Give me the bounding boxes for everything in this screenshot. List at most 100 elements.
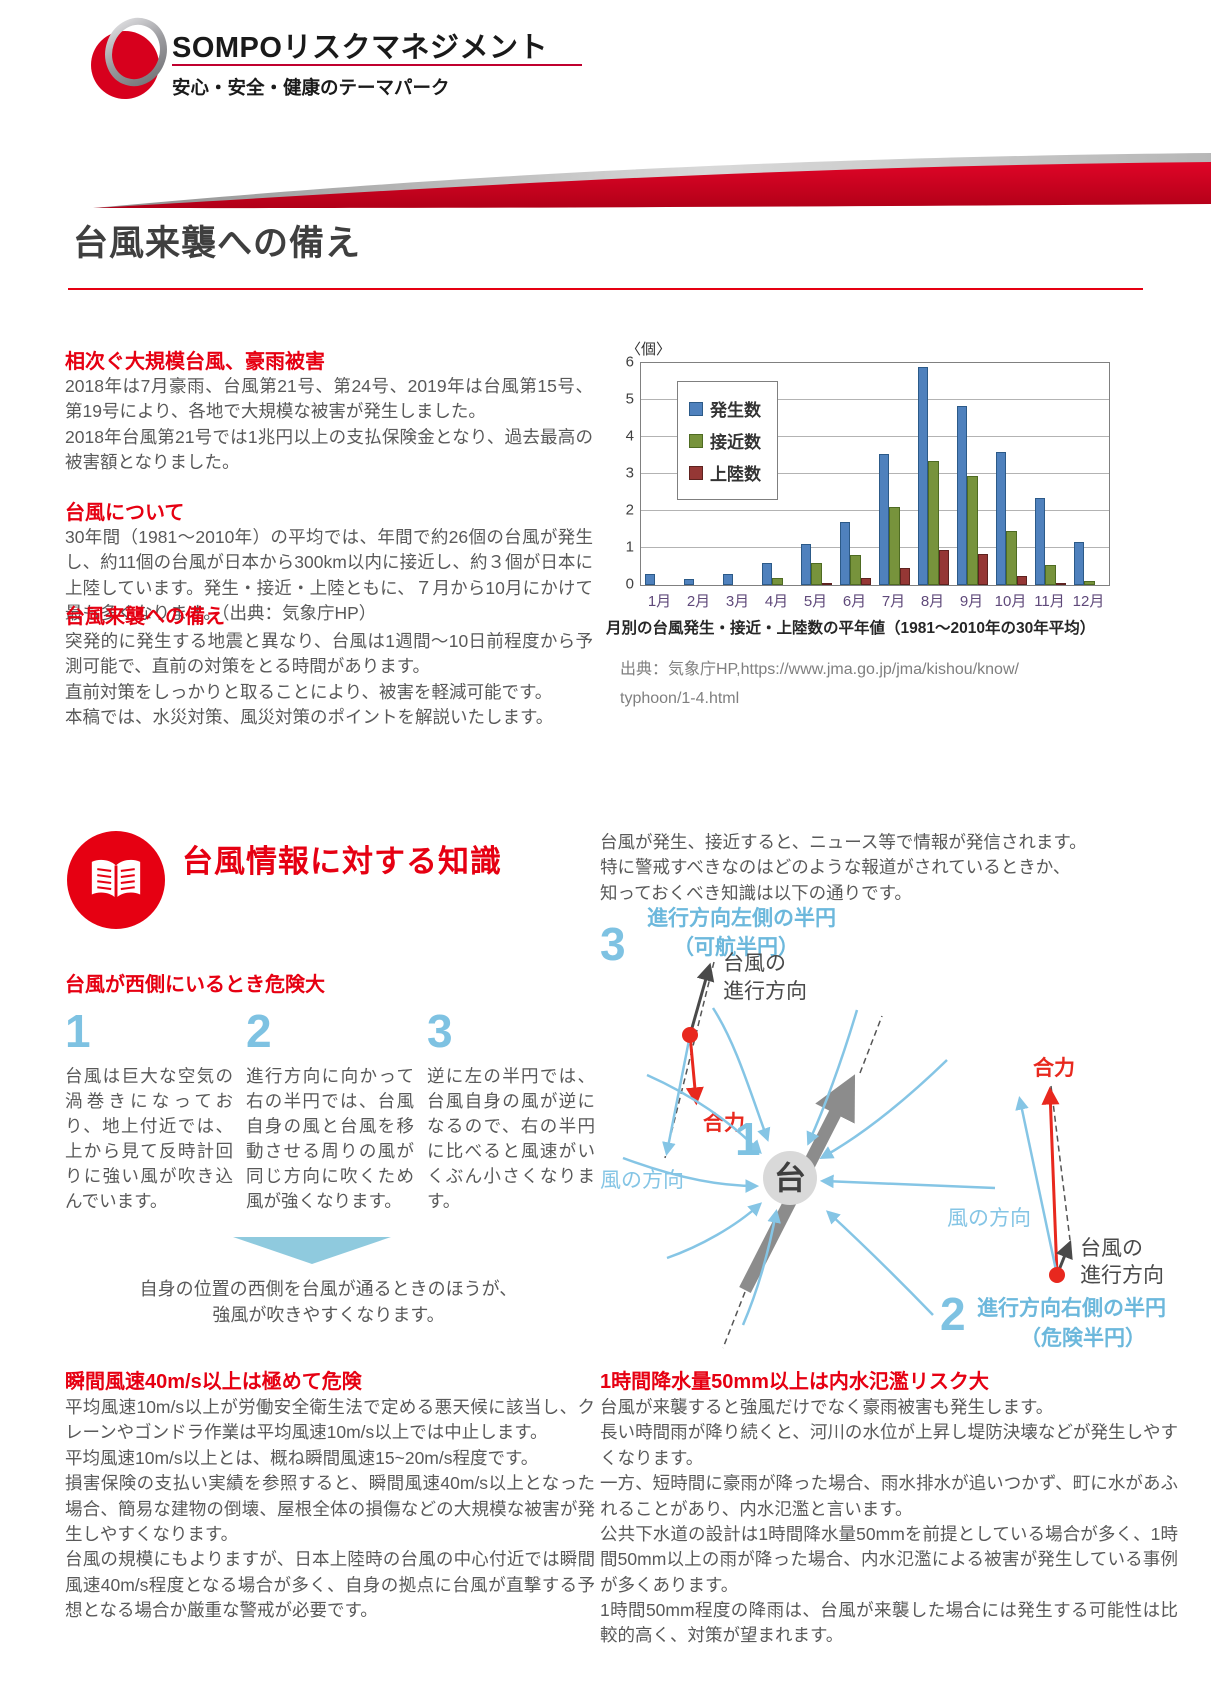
diagram-number-2: 2	[940, 1288, 966, 1340]
west-steps: 1 台風は巨大な空気の渦巻きになっており、地上付近では、上から見て反時計回りに強い…	[65, 1008, 595, 1214]
right-wind-arrow	[1015, 1095, 1059, 1276]
right-resultant-label: 合力	[1033, 1056, 1075, 1080]
bar-上陸数-10月	[1016, 575, 1028, 585]
left-typhoon-direction-arrow	[688, 962, 715, 1036]
track-dashed-bottom	[722, 1291, 746, 1349]
chart-legend: 発生数 接近数 上陸数	[677, 381, 778, 500]
swoosh-band	[93, 153, 1211, 209]
chart-unit-label: 〈個〉	[626, 341, 672, 358]
y-tick-label: 5	[625, 390, 634, 408]
left-direction-label-2: 進行方向	[723, 980, 807, 1003]
legend-item-発生数: 発生数	[689, 396, 761, 421]
step-text: 進行方向に向かって右の半円では、台風自身の風と台風を移動させる周りの風が同じ方向…	[246, 1066, 414, 1212]
rain-section-body: 台風が来襲すると強風だけでなく豪雨被害も発生します。 長い時間雨が降り続くと、河…	[600, 1397, 1178, 1646]
bar-発生数-2月	[683, 579, 695, 585]
bar-接近数-9月	[967, 475, 978, 585]
x-tick-label: 12月	[1072, 593, 1105, 610]
knowledge-intro: 台風が発生、接近すると、ニュース等で情報が発信されます。 特に警戒すべきなのはど…	[600, 832, 1087, 903]
x-tick-label: 2月	[686, 593, 711, 610]
open-book-icon	[91, 859, 141, 899]
right-position-dot	[1049, 1267, 1065, 1283]
bar-発生数-6月	[839, 522, 851, 585]
left-vector-group: 台風の 進行方向 合力 風の方向	[600, 952, 807, 1192]
left-resultant-arrow	[685, 1034, 704, 1106]
left-wind-arrow	[662, 1034, 692, 1157]
right-direction-label-1: 台風の	[1080, 1237, 1143, 1260]
legend-item-接近数: 接近数	[689, 428, 761, 453]
legend-label: 接近数	[710, 433, 761, 452]
bar-発生数-9月	[956, 405, 968, 585]
gridline	[641, 399, 1109, 400]
legend-swatch	[689, 401, 703, 416]
step-text: 台風は巨大な空気の渦巻きになっており、地上付近では、上から見て反時計回りに強い風…	[65, 1066, 233, 1212]
west-heading: 台風が西側にいるとき危険大	[65, 974, 325, 996]
wind-section-heading: 瞬間風速40m/s以上は極めて危険	[65, 1371, 362, 1393]
knowledge-heading: 台風情報に対する知識	[182, 844, 502, 879]
down-arrow-icon	[233, 1237, 391, 1264]
title-rule	[68, 288, 1143, 290]
left-half-title: 進行方向左側の半円	[647, 906, 836, 930]
legend-item-上陸数: 上陸数	[689, 460, 761, 485]
right-vector-group: 合力 風の方向 台風の 進行方向	[947, 1056, 1164, 1287]
bar-発生数-5月	[800, 544, 812, 585]
brand-name: SOMPOリスクマネジメント	[172, 32, 548, 64]
y-tick-label: 2	[625, 501, 634, 519]
typhoon-mark: 台	[774, 1160, 806, 1196]
x-tick-label: 9月	[959, 593, 984, 610]
x-tick-label: 11月	[1034, 593, 1065, 610]
section3-heading: 台風来襲への備え	[65, 606, 225, 628]
bar-上陸数-7月	[899, 568, 911, 585]
right-resultant-arrow	[1041, 1086, 1060, 1276]
legend-swatch	[689, 433, 703, 448]
right-half-title: 進行方向右側の半円	[977, 1296, 1166, 1320]
step-number: 2	[246, 1005, 272, 1057]
diagram-number-1: 1	[735, 1113, 761, 1165]
right-half-sub: （危険半円）	[1020, 1326, 1146, 1350]
bar-上陸数-11月	[1055, 583, 1067, 585]
x-tick-label: 3月	[725, 593, 750, 610]
gridline	[641, 510, 1109, 512]
bar-接近数-8月	[928, 461, 939, 585]
bar-接近数-10月	[1006, 531, 1017, 585]
x-tick-label: 10月	[994, 593, 1027, 610]
bar-発生数-7月	[878, 453, 890, 585]
bar-上陸数-8月	[938, 549, 950, 585]
bar-接近数-4月	[772, 577, 783, 585]
chart-caption: 月別の台風発生・接近・上陸数の平年値（1981～2010年の30年平均）	[606, 620, 1096, 637]
diagram-number-3: 3	[600, 918, 626, 970]
gridline	[641, 547, 1109, 549]
bar-接近数-5月	[811, 562, 822, 585]
gridline	[641, 473, 1109, 474]
y-tick-label: 1	[625, 538, 634, 556]
west-step-3: 3 逆に左の半円では、台風自身の風が逆になるので、右の半円に比べると風速がいくぶん…	[427, 1008, 595, 1214]
brand-tagline: 安心・安全・健康のテーマパーク	[172, 77, 450, 98]
legend-label: 上陸数	[710, 465, 761, 484]
bar-上陸数-6月	[860, 577, 872, 585]
wind-swirls	[622, 1007, 996, 1326]
brand-rule	[172, 64, 582, 66]
left-wind-label: 風の方向	[600, 1169, 684, 1192]
y-tick-label: 4	[625, 427, 634, 445]
section2-body: 30年間（1981～2010年）の平均では、年間で約26個の台風が発生し、約11…	[65, 527, 593, 624]
wind-section-body: 平均風速10m/s以上が労働安全衛生法で定める悪天候に該当し、クレーンやゴンドラ…	[65, 1397, 595, 1620]
track-dashed-top	[859, 1015, 883, 1074]
bar-発生数-8月	[917, 366, 929, 585]
x-tick-label: 8月	[920, 593, 945, 610]
step-number: 1	[65, 1005, 91, 1057]
bar-発生数-3月	[722, 573, 734, 585]
gridline	[641, 436, 1109, 438]
typhoon-semicircle-diagram: 3 進行方向左側の半円 （可航半円） 台風の 進行方向 合力 風の方向	[600, 906, 1166, 1350]
bar-接近数-11月	[1045, 564, 1056, 585]
section3-body: 突発的に発生する地震と異なり、台風は1週間～10日前程度から予測可能で、直前の対…	[65, 631, 593, 728]
bar-接近数-6月	[850, 555, 861, 585]
right-dashed-line	[1050, 1085, 1071, 1241]
section1-body: 2018年は7月豪雨、台風第21号、第24号、2019年は台風第15号、第19号…	[65, 376, 593, 473]
x-tick-label: 5月	[803, 593, 828, 610]
x-tick-label: 4月	[764, 593, 789, 610]
chart-y-axis: 0 1 2 3 4 5 6	[600, 354, 634, 593]
legend-label: 発生数	[710, 401, 761, 420]
x-tick-label: 6月	[842, 593, 867, 610]
bar-上陸数-5月	[821, 583, 833, 585]
rain-section-heading: 1時間降水量50mm以上は内水氾濫リスク大	[600, 1371, 989, 1393]
bar-発生数-12月	[1073, 542, 1085, 585]
